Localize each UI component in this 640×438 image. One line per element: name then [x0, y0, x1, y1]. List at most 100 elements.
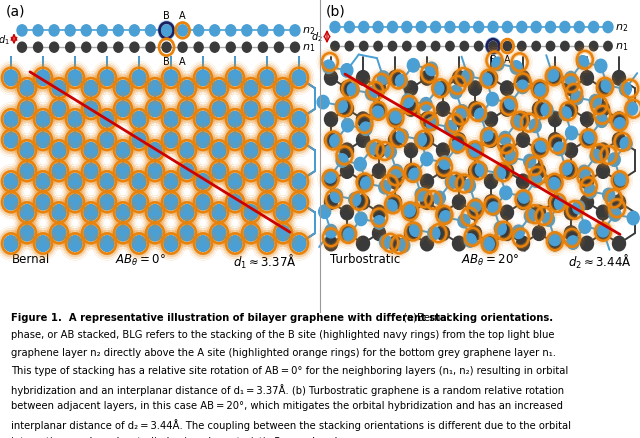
Circle shape [580, 175, 593, 189]
Circle shape [50, 43, 59, 53]
Circle shape [84, 143, 98, 159]
Circle shape [84, 82, 97, 96]
Circle shape [468, 164, 481, 179]
Circle shape [436, 206, 449, 220]
Circle shape [292, 113, 305, 127]
Circle shape [609, 208, 621, 222]
Circle shape [68, 112, 82, 128]
Circle shape [4, 236, 18, 252]
Circle shape [116, 81, 130, 97]
Circle shape [574, 22, 584, 34]
Circle shape [596, 115, 607, 128]
Circle shape [260, 112, 274, 128]
Circle shape [549, 233, 561, 246]
Circle shape [548, 237, 561, 251]
Circle shape [324, 175, 337, 189]
Circle shape [541, 104, 553, 117]
Circle shape [260, 237, 273, 251]
Circle shape [148, 143, 162, 159]
Circle shape [548, 175, 561, 189]
Circle shape [595, 60, 607, 74]
Circle shape [68, 237, 81, 251]
Circle shape [372, 102, 385, 117]
Circle shape [148, 144, 161, 158]
Circle shape [516, 113, 529, 127]
Circle shape [360, 123, 372, 136]
Circle shape [420, 134, 433, 148]
Circle shape [612, 71, 625, 86]
Circle shape [516, 195, 529, 210]
Circle shape [116, 205, 130, 221]
Circle shape [244, 164, 257, 179]
Circle shape [342, 119, 354, 133]
Circle shape [4, 71, 18, 86]
Circle shape [212, 144, 225, 158]
Circle shape [228, 112, 242, 128]
Circle shape [516, 22, 527, 34]
Circle shape [597, 224, 609, 237]
Circle shape [483, 238, 494, 251]
Circle shape [385, 146, 396, 159]
Circle shape [468, 82, 481, 96]
Circle shape [196, 174, 210, 190]
Circle shape [397, 239, 410, 253]
Circle shape [518, 190, 530, 204]
Circle shape [116, 144, 129, 158]
Circle shape [4, 174, 18, 190]
Circle shape [356, 237, 369, 251]
Circle shape [52, 226, 65, 241]
Circle shape [516, 134, 529, 148]
Circle shape [516, 237, 529, 251]
Circle shape [596, 164, 609, 179]
Circle shape [344, 22, 355, 34]
Circle shape [452, 71, 465, 86]
Circle shape [227, 43, 236, 53]
Circle shape [212, 206, 225, 220]
Circle shape [130, 43, 139, 53]
Circle shape [100, 71, 114, 86]
Text: A: A [179, 11, 186, 21]
Circle shape [148, 206, 161, 220]
Circle shape [260, 71, 273, 86]
Circle shape [100, 195, 113, 210]
Circle shape [580, 195, 593, 210]
Circle shape [260, 195, 273, 210]
Circle shape [500, 164, 513, 179]
Circle shape [243, 43, 252, 53]
Circle shape [433, 192, 445, 205]
Circle shape [194, 43, 203, 53]
Circle shape [612, 237, 625, 251]
Circle shape [390, 165, 403, 179]
Circle shape [68, 195, 81, 210]
Circle shape [145, 26, 156, 37]
Circle shape [596, 82, 609, 96]
Circle shape [84, 206, 97, 220]
Circle shape [244, 144, 257, 158]
Circle shape [17, 26, 27, 37]
Circle shape [196, 236, 210, 252]
Circle shape [474, 109, 486, 123]
Circle shape [292, 175, 305, 189]
Circle shape [276, 144, 289, 158]
Circle shape [360, 42, 368, 52]
Circle shape [532, 42, 540, 52]
Circle shape [343, 229, 355, 242]
Circle shape [440, 211, 452, 225]
Circle shape [113, 26, 124, 37]
Circle shape [68, 175, 81, 189]
Circle shape [260, 236, 274, 252]
Circle shape [226, 26, 236, 37]
Circle shape [340, 226, 353, 241]
Circle shape [336, 155, 348, 168]
Circle shape [468, 206, 481, 220]
Circle shape [365, 88, 378, 101]
Circle shape [531, 22, 541, 34]
Circle shape [580, 134, 593, 148]
Circle shape [194, 26, 204, 37]
Circle shape [464, 234, 476, 247]
Circle shape [276, 205, 290, 221]
Circle shape [372, 164, 385, 179]
Circle shape [513, 226, 524, 239]
Circle shape [260, 134, 273, 148]
Circle shape [403, 42, 411, 52]
